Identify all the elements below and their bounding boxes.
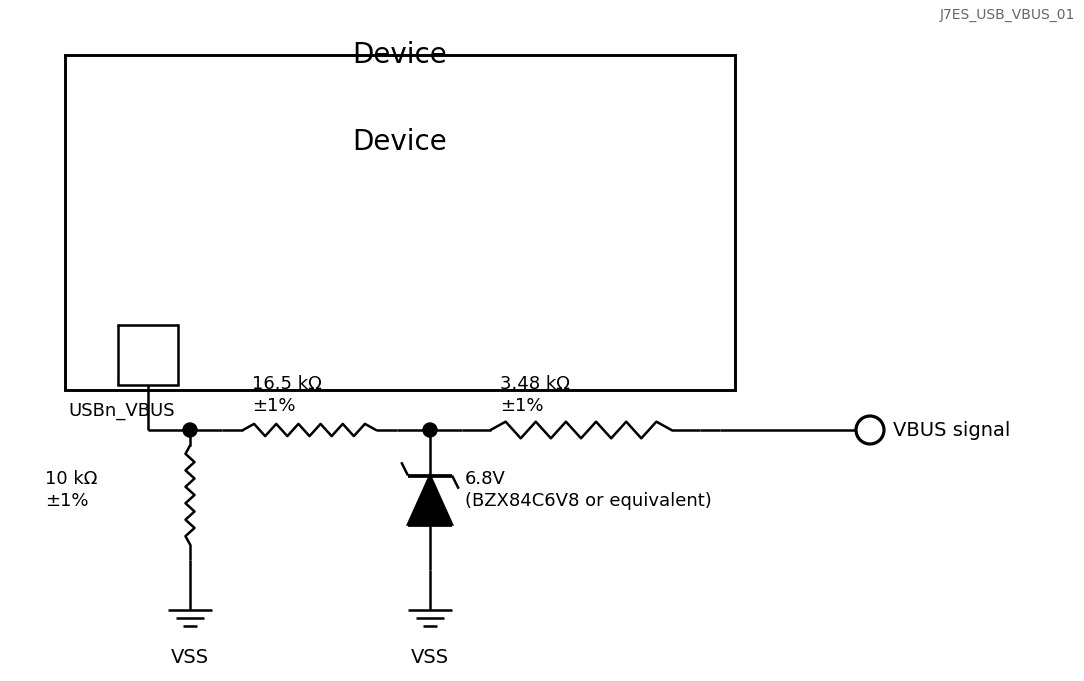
Text: USBn_VBUS: USBn_VBUS — [68, 402, 175, 420]
Bar — [65, 55, 735, 390]
Polygon shape — [408, 475, 452, 524]
Text: J7ES_USB_VBUS_01: J7ES_USB_VBUS_01 — [940, 8, 1075, 22]
Text: 16.5 kΩ
±1%: 16.5 kΩ ±1% — [251, 375, 322, 415]
Text: VSS: VSS — [171, 648, 209, 667]
Text: Device: Device — [352, 129, 448, 157]
Circle shape — [423, 423, 437, 437]
Bar — [118, 325, 178, 385]
Text: 3.48 kΩ
±1%: 3.48 kΩ ±1% — [500, 375, 570, 415]
Text: VSS: VSS — [411, 648, 449, 667]
Text: 6.8V
(BZX84C6V8 or equivalent): 6.8V (BZX84C6V8 or equivalent) — [465, 470, 712, 510]
Text: Device: Device — [352, 41, 448, 69]
Text: 10 kΩ
±1%: 10 kΩ ±1% — [46, 470, 98, 510]
Text: VBUS signal: VBUS signal — [893, 420, 1010, 439]
Circle shape — [183, 423, 197, 437]
